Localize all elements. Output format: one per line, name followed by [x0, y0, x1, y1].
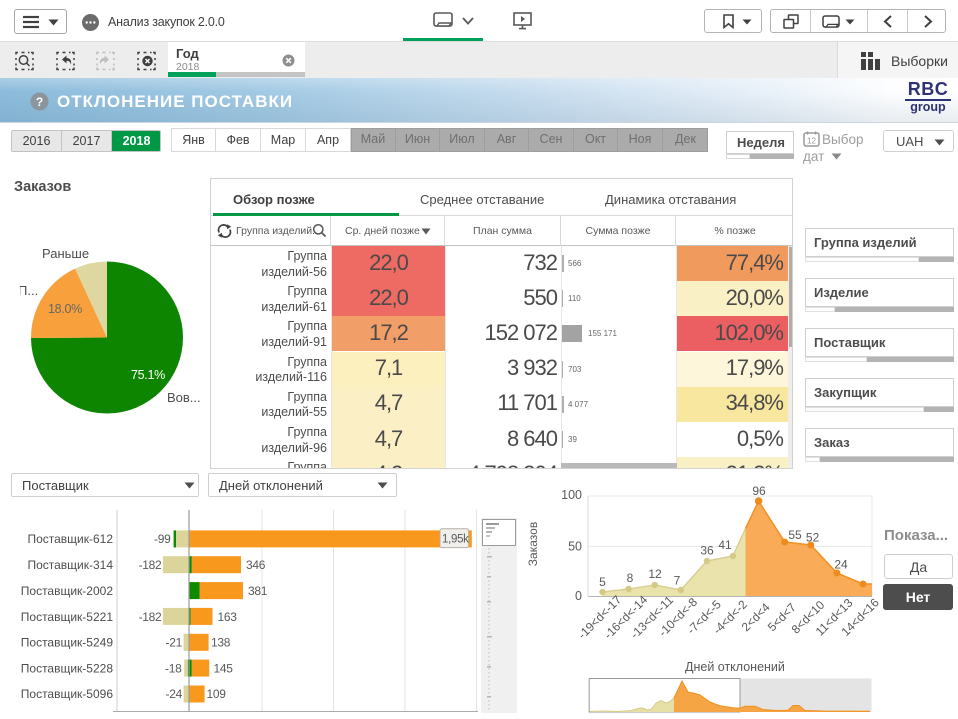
svg-text:-24: -24 — [166, 687, 183, 701]
svg-text:8: 8 — [627, 571, 634, 585]
svg-text:0: 0 — [575, 589, 582, 603]
svg-text:381: 381 — [248, 584, 268, 598]
svg-text:100: 100 — [561, 488, 582, 502]
svg-text:Заказов: Заказов — [526, 522, 540, 566]
svg-text:Раньше: Раньше — [42, 246, 89, 261]
svg-text:Поставщик-5228: Поставщик-5228 — [21, 662, 114, 676]
svg-text:?: ? — [36, 95, 43, 109]
svg-text:163: 163 — [218, 610, 238, 624]
svg-text:Вов...: Вов... — [167, 390, 201, 405]
svg-text:-99: -99 — [154, 532, 171, 546]
svg-text:75.1%: 75.1% — [131, 368, 165, 382]
svg-text:-182: -182 — [139, 558, 162, 572]
svg-text:346: 346 — [246, 558, 266, 572]
svg-text:138: 138 — [211, 636, 231, 650]
svg-text:5: 5 — [599, 575, 606, 589]
svg-text:Поставщик-5096: Поставщик-5096 — [21, 687, 114, 701]
svg-text:109: 109 — [207, 687, 227, 701]
svg-text:-18: -18 — [165, 662, 182, 676]
svg-text:18.0%: 18.0% — [48, 302, 82, 316]
svg-text:41: 41 — [718, 538, 732, 552]
svg-text:П...: П... — [20, 283, 38, 298]
svg-text:24: 24 — [834, 558, 848, 572]
svg-text:96: 96 — [752, 484, 766, 498]
svg-text:12: 12 — [807, 137, 816, 146]
svg-text:1,95k: 1,95k — [442, 534, 469, 546]
svg-text:-21: -21 — [166, 636, 183, 650]
svg-text:50: 50 — [568, 540, 582, 554]
svg-text:7: 7 — [674, 574, 681, 588]
svg-text:55: 55 — [788, 528, 802, 542]
svg-text:12: 12 — [648, 567, 662, 581]
svg-text:Поставщик-5221: Поставщик-5221 — [21, 610, 114, 624]
svg-text:145: 145 — [214, 662, 234, 676]
svg-text:Поставщик-2002: Поставщик-2002 — [21, 584, 114, 598]
svg-text:Поставщик-314: Поставщик-314 — [27, 558, 113, 572]
svg-text:52: 52 — [806, 531, 820, 545]
svg-text:-182: -182 — [139, 610, 162, 624]
svg-text:Поставщик-612: Поставщик-612 — [27, 532, 113, 546]
svg-text:Поставщик-5249: Поставщик-5249 — [21, 636, 114, 650]
svg-text:36: 36 — [700, 544, 714, 558]
